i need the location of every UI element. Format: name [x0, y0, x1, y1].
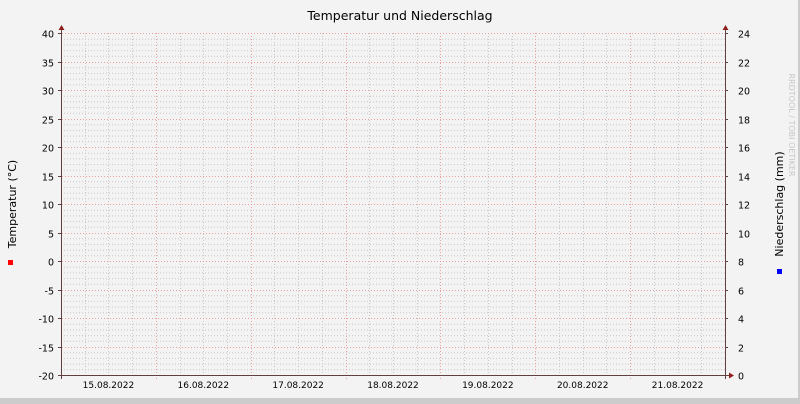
y-tick-label: 5	[48, 230, 54, 241]
y-tick-label: -15	[38, 344, 54, 355]
x-tick-label: 21.08.2022	[652, 381, 704, 391]
x-tick-label: 16.08.2022	[178, 381, 230, 391]
y2-tick-label: 0	[738, 372, 744, 383]
y-tick-label: -5	[45, 287, 54, 298]
y2-tick-label: 12	[738, 201, 750, 212]
y-axis-label: Temperatur (°C)	[6, 160, 19, 249]
y-tick-label: 30	[42, 87, 54, 98]
x-axis-arrow-icon	[729, 372, 734, 379]
legend-marker-temperature	[8, 260, 13, 265]
tick-labels: 4035302520151050-5-10-15-202422201816141…	[38, 30, 750, 392]
y2-tick-label: 10	[738, 230, 750, 241]
y-tick-label: 0	[48, 258, 54, 269]
y2-tick-label: 4	[738, 315, 744, 326]
watermark: RRDTOOL / TOBI OETIKER	[787, 73, 796, 176]
y-tick-label: 20	[42, 144, 54, 155]
x-tick-label: 17.08.2022	[272, 381, 324, 391]
y-tick-label: 40	[42, 30, 54, 41]
x-tick-label: 20.08.2022	[557, 381, 609, 391]
y-axis-arrow-icon	[58, 25, 65, 30]
x-tick-label: 19.08.2022	[462, 381, 514, 391]
grid	[59, 33, 727, 380]
y-tick-label: -10	[38, 315, 54, 326]
y-tick-label: 15	[42, 173, 54, 184]
legend-marker-precipitation	[777, 269, 782, 274]
y-tick-label: -20	[38, 372, 54, 383]
x-tick-label: 15.08.2022	[83, 381, 135, 391]
x-tick-label: 18.08.2022	[367, 381, 419, 391]
y2-tick-label: 18	[738, 116, 750, 127]
chart-title: Temperatur und Niederschlag	[306, 8, 492, 23]
y2-tick-label: 14	[738, 173, 750, 184]
y2-tick-label: 2	[738, 344, 744, 355]
y2-axis-label: Niederschlag (mm)	[773, 151, 786, 256]
y-tick-label: 10	[42, 201, 54, 212]
y2-tick-label: 24	[738, 30, 750, 41]
axes	[58, 25, 734, 379]
y2-axis-arrow-icon	[722, 25, 729, 30]
y2-tick-label: 20	[738, 87, 750, 98]
y2-tick-label: 6	[738, 287, 744, 298]
y-tick-label: 35	[42, 59, 54, 70]
y-tick-label: 25	[42, 116, 54, 127]
y2-tick-label: 16	[738, 144, 750, 155]
y2-tick-label: 22	[738, 59, 750, 70]
y2-tick-label: 8	[738, 258, 744, 269]
